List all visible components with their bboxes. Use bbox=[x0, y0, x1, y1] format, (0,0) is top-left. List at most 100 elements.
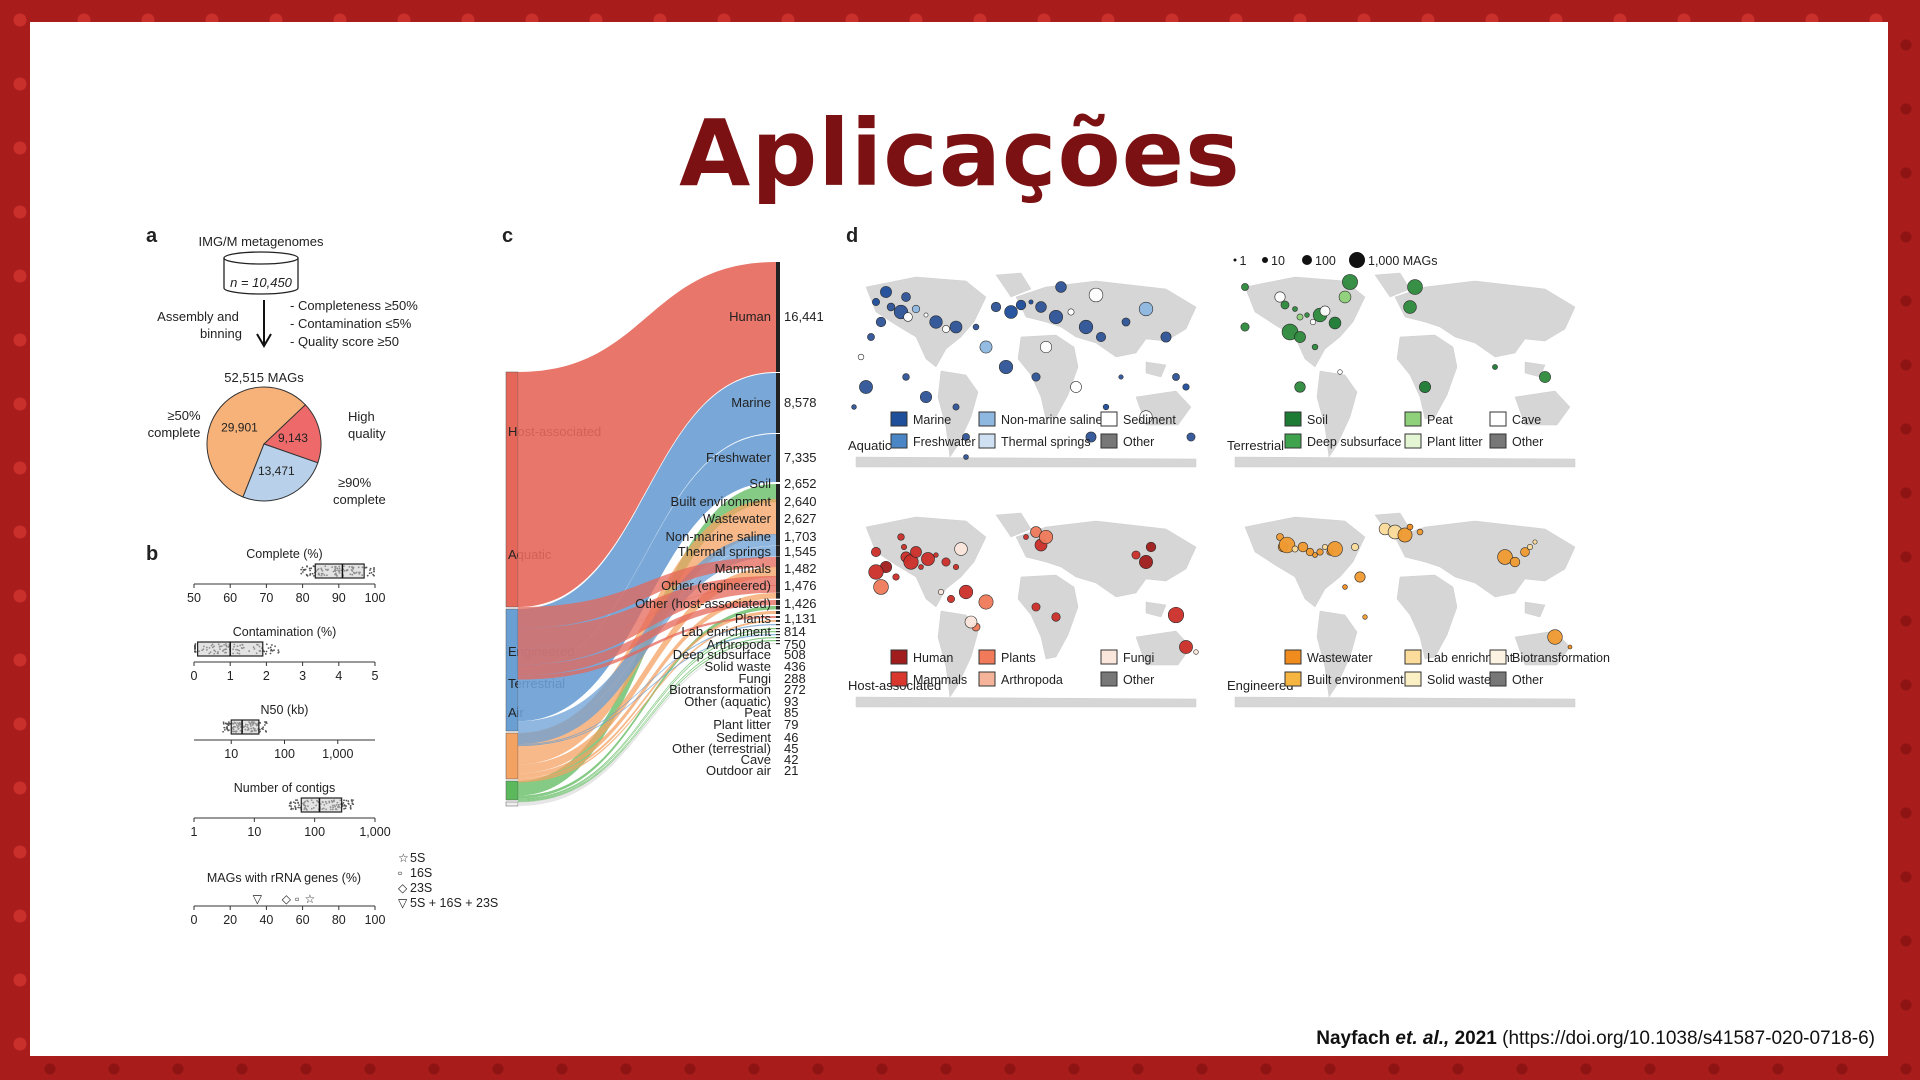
boxplot-point bbox=[271, 644, 273, 646]
sankey-target-value: 85 bbox=[784, 705, 798, 720]
rrna-legend-symbol: ◇ bbox=[398, 881, 408, 895]
rrna-legend-label: 16S bbox=[410, 866, 432, 880]
sankey-target-label: Outdoor air bbox=[706, 763, 772, 778]
sample-dot bbox=[1028, 299, 1034, 305]
boxplot-point bbox=[299, 806, 302, 809]
pie-slice bbox=[263, 404, 322, 464]
sankey-flow bbox=[518, 567, 776, 774]
sankey-target-value: 814 bbox=[784, 624, 806, 639]
sample-dot bbox=[978, 594, 994, 610]
sample-dot bbox=[1337, 369, 1343, 375]
sankey-target-node bbox=[776, 534, 780, 546]
pie-slice-label: 13,471 bbox=[258, 464, 295, 478]
sample-dot bbox=[1031, 372, 1041, 382]
sample-dot bbox=[1280, 300, 1290, 310]
map-legend-swatch bbox=[1489, 649, 1507, 665]
size-legend-label: 1 bbox=[1240, 254, 1247, 268]
boxplot-point bbox=[313, 574, 315, 577]
sample-dot bbox=[1567, 644, 1573, 650]
panel-d-label: d bbox=[846, 225, 858, 247]
sankey-target-value: 21 bbox=[784, 763, 798, 778]
sample-dot bbox=[1539, 371, 1551, 383]
sankey-source-node bbox=[505, 780, 519, 801]
sample-dot bbox=[1397, 527, 1413, 543]
land-mass bbox=[995, 512, 1032, 538]
sankey-flow bbox=[518, 576, 776, 649]
map-legend-swatch bbox=[1284, 649, 1302, 665]
boxplot-point bbox=[270, 649, 272, 652]
map-legend-swatch bbox=[978, 649, 996, 665]
sample-dot bbox=[1305, 547, 1315, 557]
pie-legend-1b: complete bbox=[148, 425, 201, 440]
boxplot-point bbox=[352, 803, 355, 806]
boxplot-tick-label: 1 bbox=[227, 669, 234, 683]
sample-dot bbox=[952, 563, 960, 571]
boxplot-tick-label: 100 bbox=[365, 591, 386, 605]
boxplot-point bbox=[345, 799, 348, 802]
sample-dot bbox=[1520, 547, 1530, 557]
sankey-target-value: 1,426 bbox=[784, 596, 817, 611]
sample-dot bbox=[990, 301, 1002, 313]
boxplot-point bbox=[373, 568, 375, 571]
size-legend: 1 10 100 1,000 MAGs bbox=[1233, 252, 1437, 268]
sankey-target-label: Fungi bbox=[738, 671, 771, 686]
map-legend-swatch bbox=[1404, 649, 1422, 665]
boxplot-point bbox=[289, 802, 291, 805]
rrna-legend-label: 5S bbox=[410, 851, 425, 865]
sample-dot bbox=[952, 403, 960, 411]
pie-legend-1a: ≥50% bbox=[167, 408, 201, 423]
panel-a-label: a bbox=[146, 225, 158, 247]
rrna-legend-symbol: ▫ bbox=[398, 866, 402, 880]
sankey-target-value: 508 bbox=[784, 647, 806, 662]
boxplot-point bbox=[296, 799, 299, 802]
map-legend-swatch bbox=[890, 411, 908, 427]
sample-dot bbox=[1419, 381, 1431, 393]
boxplot-point bbox=[227, 722, 230, 725]
sample-dot bbox=[880, 286, 892, 298]
sample-dot bbox=[1291, 545, 1299, 553]
sample-dot bbox=[867, 333, 875, 341]
rrna-legend-label: 23S bbox=[410, 881, 432, 895]
sankey-source-node bbox=[505, 371, 519, 608]
sample-dot bbox=[1304, 312, 1310, 318]
pie-legend-3a: ≥90% bbox=[338, 475, 372, 490]
sankey-target-value: 93 bbox=[784, 694, 798, 709]
rrna-legend-label: 5S + 16S + 23S bbox=[410, 896, 498, 910]
sankey-target-value: 7,335 bbox=[784, 450, 817, 465]
map-legend-label: Deep subsurface bbox=[1307, 435, 1402, 449]
sankey-flow bbox=[518, 616, 776, 680]
map-legend-swatch bbox=[1404, 433, 1422, 449]
sankey-flow bbox=[518, 643, 776, 806]
boxplot-tick-label: 90 bbox=[332, 591, 346, 605]
pie-slice bbox=[242, 443, 319, 502]
land-mass bbox=[995, 272, 1032, 298]
boxplot-point bbox=[226, 728, 229, 731]
sankey-flow bbox=[518, 620, 776, 783]
sample-dot bbox=[947, 595, 955, 603]
land-mass bbox=[937, 370, 979, 458]
boxplot-point bbox=[194, 643, 197, 645]
sample-dot bbox=[1297, 541, 1309, 553]
sankey-target-node bbox=[776, 517, 780, 536]
sample-dot bbox=[1088, 287, 1104, 303]
rrna-marker: ☆ bbox=[304, 892, 315, 906]
land-mass bbox=[1135, 630, 1192, 666]
sample-dot bbox=[1311, 343, 1319, 351]
land-mass bbox=[1015, 280, 1197, 358]
boxplot-tick-label: 10 bbox=[247, 825, 261, 839]
rrna-legend-symbol: ☆ bbox=[398, 851, 409, 865]
boxplot-point bbox=[263, 650, 266, 653]
boxplot-point bbox=[288, 804, 291, 807]
sample-dot bbox=[941, 557, 951, 567]
sankey-target-value: 1,131 bbox=[784, 611, 817, 626]
sample-dot bbox=[1039, 340, 1053, 354]
sample-dot bbox=[897, 533, 905, 541]
size-legend-label: 100 bbox=[1315, 254, 1336, 268]
boxplot-point bbox=[305, 573, 308, 576]
boxplot-tick-label: 80 bbox=[296, 591, 310, 605]
sample-dot bbox=[886, 302, 896, 312]
boxplot-tick-label: 10 bbox=[224, 747, 238, 761]
land-mass bbox=[1017, 334, 1079, 420]
sankey-flow bbox=[518, 373, 776, 670]
sample-dot bbox=[1023, 534, 1029, 540]
